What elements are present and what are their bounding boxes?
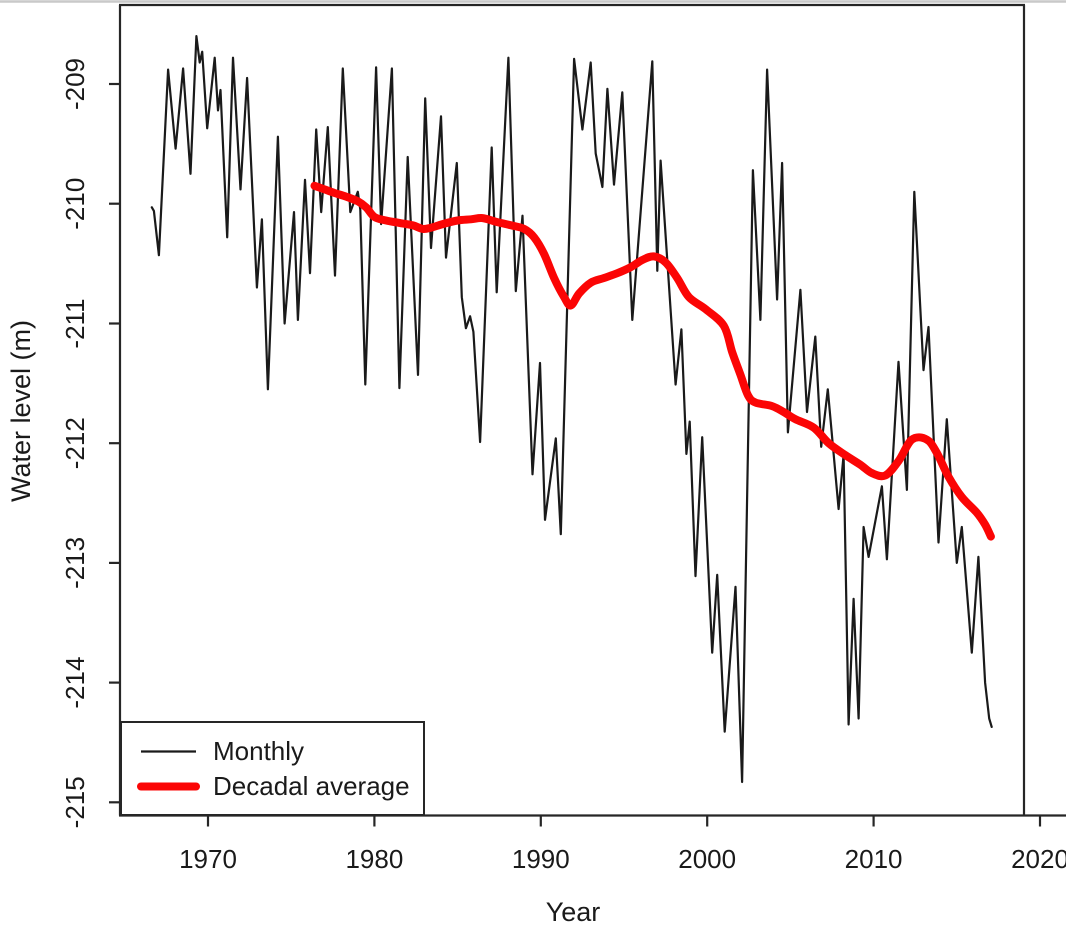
legend-box	[120, 721, 425, 816]
y-tick-label: -213	[60, 537, 90, 589]
axis-ticks	[109, 82, 1042, 827]
x-tick-label: 2020	[1011, 844, 1066, 874]
x-tick-label: 1990	[512, 844, 570, 874]
series-line-monthly	[150, 35, 993, 784]
x-tick-label: 1980	[345, 844, 403, 874]
y-tick-label: -209	[60, 58, 90, 110]
data-series	[150, 35, 995, 784]
y-axis-title: Water level (m)	[6, 320, 36, 502]
y-tick-label: -210	[60, 178, 90, 230]
x-tick-label: 2000	[678, 844, 736, 874]
y-tick-label: -212	[60, 417, 90, 469]
x-tick-label: 1970	[179, 844, 237, 874]
axis-tick-labels: 1970 1980 1990 2000 2010 2020 -215 -214 -213 -212…	[60, 58, 1066, 874]
y-tick-label: -215	[60, 776, 90, 828]
y-tick-label: -214	[60, 657, 90, 709]
legend-label-decadal: Decadal average	[213, 771, 410, 801]
legend-label-monthly: Monthly	[213, 736, 304, 766]
plot-box	[118, 3, 1066, 817]
x-tick-label: 2010	[845, 844, 903, 874]
y-tick-label: -211	[60, 298, 90, 348]
legend: Monthly Decadal average	[120, 721, 425, 816]
series-line-decadal-average	[310, 181, 995, 541]
x-axis-title: Year	[546, 897, 601, 927]
